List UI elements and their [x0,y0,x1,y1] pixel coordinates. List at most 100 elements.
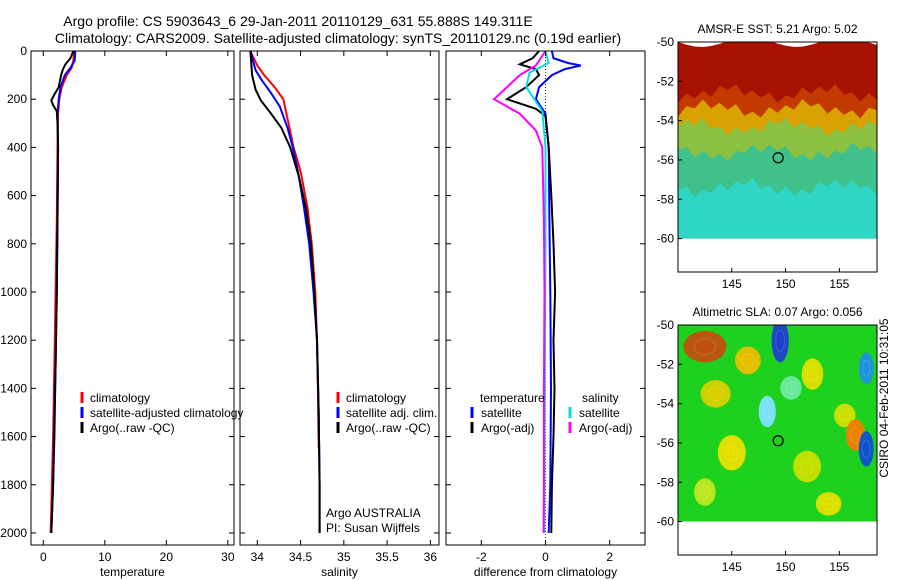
map-title: Altimetric SLA: 0.07 Argo: 0.056 [692,305,862,319]
y-tick-label: -60 [657,515,675,529]
series-line-difference-0 [534,50,582,534]
figure-title-line2: Climatology: CARS2009. Satellite-adjuste… [55,30,621,46]
x-tick-label: 155 [829,560,849,574]
panel-temperature [30,50,235,546]
x-axis-label: temperature [100,565,165,579]
x-axis-label: difference from climatology [474,565,617,579]
x-tick-label: 155 [829,277,849,291]
legend-label: satellite-adjusted climatology [90,406,243,420]
y-tick-label: 1800 [0,478,27,492]
plot-frame-salinity [239,50,440,546]
series-line-salinity-1 [249,50,321,533]
x-tick-label: 20 [160,550,174,564]
series-line-difference-3 [492,50,547,534]
y-tick-label: 400 [7,140,27,154]
y-tick-label: 800 [7,237,27,251]
legend-label: satellite [579,406,620,420]
map-band [678,177,877,239]
x-tick-label: 35.5 [375,550,399,564]
x-tick-label: 34.5 [289,550,313,564]
panel-annotation: PI: Susan Wijffels [326,521,420,535]
series-line-temperature-2 [50,50,75,534]
map-frame-sst_map [677,41,878,273]
y-tick-label: 2000 [0,526,27,540]
y-tick-label: 200 [7,92,27,106]
x-tick-label: 36 [424,550,438,564]
map-anomaly-core [806,365,819,383]
legend-label: Argo(-adj) [481,421,534,435]
y-tick-label: -54 [657,114,675,128]
x-tick-label: 145 [722,277,742,291]
panel-salinity [239,50,440,546]
y-tick-label: -50 [657,318,675,332]
legend-group-title: salinity [582,391,619,405]
argo-position-marker [772,152,784,164]
x-tick-label: 34 [251,550,265,564]
y-tick-label: -58 [657,192,675,206]
map-anomaly-core [821,497,836,511]
x-tick-label: 0 [542,550,549,564]
y-tick-label: -60 [657,232,675,246]
legend-label: satellite adj. clim. [346,406,437,420]
y-tick-label: -54 [657,397,675,411]
y-tick-label: -56 [657,436,675,450]
x-axis-label: salinity [321,565,358,579]
x-tick-label: 10 [98,550,112,564]
legend-label: climatology [346,391,406,405]
map-anomaly-core [740,353,755,368]
legend-label: climatology [90,391,150,405]
map-anomaly-core [693,338,717,355]
map-anomaly-core [861,439,871,459]
x-tick-label: 2 [606,550,613,564]
map-anomaly-core [699,484,711,500]
series-line-difference-1 [504,50,557,534]
legend-label: Argo(-adj) [579,421,632,435]
credit-label: CSIRO 04-Feb-2011 10:31:05 [877,318,891,478]
series-line-salinity-2 [249,50,321,533]
argo-position-marker [772,435,784,447]
y-tick-label: 1600 [0,430,27,444]
map-anomaly-core [799,458,815,475]
y-tick-label: 0 [20,44,27,58]
map-field-sla_map [678,325,877,522]
map-sst_map [677,41,878,273]
map-frame-sla_map [677,324,878,556]
y-tick-label: -50 [657,35,675,49]
legend-group-title: temperature [480,391,545,405]
x-tick-label: 30 [221,550,235,564]
y-tick-label: 1200 [0,333,27,347]
y-tick-label: 1000 [0,285,27,299]
x-tick-label: 0 [40,550,47,564]
x-tick-label: 150 [776,277,796,291]
map-anomaly-core [707,386,724,402]
y-tick-label: -52 [657,357,675,371]
map-anomaly-core [850,426,861,444]
y-tick-label: -56 [657,153,675,167]
map-title: AMSR-E SST: 5.21 Argo: 5.02 [697,22,857,36]
map-anomaly-core [838,409,851,422]
panel-difference [445,50,646,546]
map-anomaly-core [724,443,740,463]
y-tick-label: 600 [7,189,27,203]
x-tick-label: -2 [476,550,487,564]
y-tick-label: 1400 [0,381,27,395]
map-anomaly-core [762,403,773,420]
map-anomaly-core [861,359,871,377]
legend-label: Argo(..raw -QC) [346,421,431,435]
legend-label: satellite [481,406,522,420]
figure-title-line1: Argo profile: CS 5903643_6 29-Jan-2011 2… [63,13,532,29]
map-anomaly-core [775,329,785,353]
map-sla_map [677,324,878,556]
y-tick-label: -58 [657,475,675,489]
y-tick-label: -52 [657,74,675,88]
x-tick-label: 145 [722,560,742,574]
series-line-salinity-0 [249,50,320,449]
plot-frame-temperature [30,50,235,546]
map-field-sst_map [678,42,877,239]
x-tick-label: 150 [776,560,796,574]
x-tick-label: 35 [337,550,351,564]
map-anomaly-core [785,381,797,395]
panel-annotation: Argo AUSTRALIA [326,506,421,520]
